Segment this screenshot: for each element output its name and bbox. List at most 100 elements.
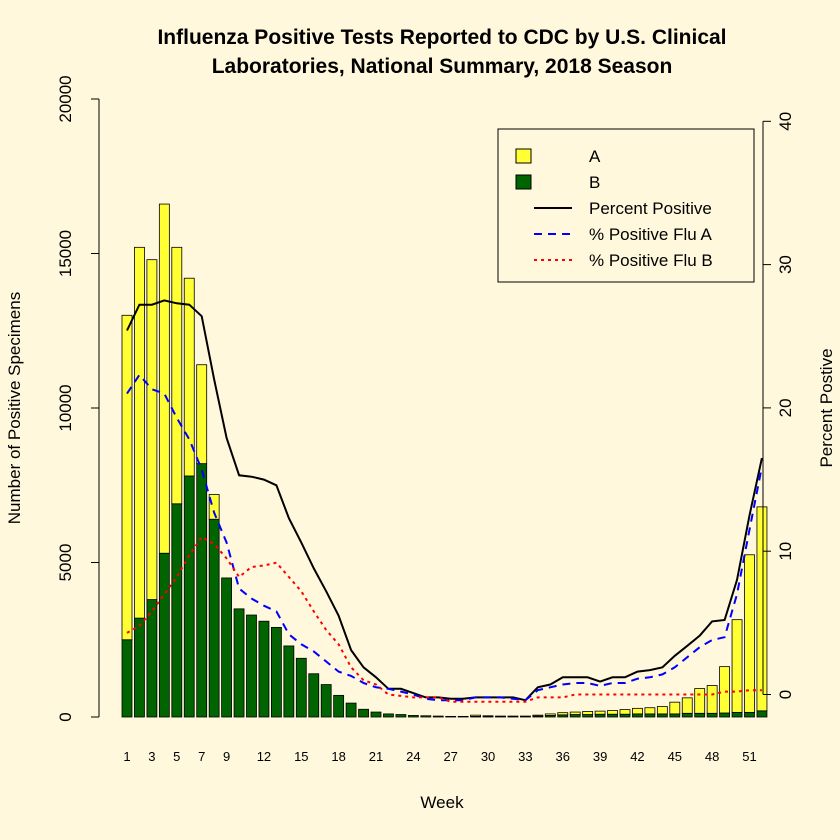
bar-b-week-23: [395, 714, 407, 718]
bar-b-week-49: [719, 712, 730, 718]
bar-b-week-50: [731, 711, 743, 718]
bar-a-week-7: [196, 364, 208, 465]
bar-a-week-42: [632, 707, 643, 715]
bar-b-week-39: [594, 713, 606, 718]
left-tick-label-3: 15000: [56, 230, 75, 277]
bar-b-week-19: [345, 702, 357, 718]
x-tick-label-1: 1: [123, 749, 130, 764]
bar-b-week-18: [333, 694, 345, 718]
bar-b-week-3: [146, 599, 158, 718]
x-axis-label: Week: [420, 793, 464, 812]
legend-label-2: Percent Positive: [589, 199, 712, 218]
bar-b-week-51: [744, 711, 755, 718]
bar-b-week-25: [420, 715, 432, 718]
left-axis: 0 5000 10000 15000 20000: [56, 75, 100, 722]
bar-b-week-16: [308, 673, 320, 718]
line-layer: [126, 299, 763, 703]
right-tick-label-1: 10: [776, 542, 795, 561]
bar-a-week-4: [158, 203, 170, 554]
bar-a-week-43: [644, 707, 656, 715]
legend-label-1: B: [589, 173, 600, 192]
bar-a-week-52: [756, 506, 768, 712]
bar-b-week-7: [196, 463, 208, 718]
legend: AB Percent Positive % Positive Flu A % Posi…: [497, 128, 755, 283]
bar-b-week-5: [171, 503, 183, 718]
bar-a-week-39: [594, 710, 606, 715]
bar-b-week-2: [134, 617, 145, 718]
right-tick-label-0: 0: [776, 690, 795, 699]
x-tick-label-15: 15: [294, 749, 308, 764]
bar-b-week-48: [706, 712, 718, 718]
bar-a-week-37: [569, 711, 581, 715]
legend-label-3: % Positive Flu A: [589, 225, 712, 244]
bar-b-week-13: [270, 626, 282, 718]
y-axis-label-left: Number of Positive Specimens: [5, 292, 24, 524]
legend-label-4: % Positive Flu B: [589, 251, 713, 270]
bar-b-week-24: [407, 715, 419, 718]
x-axis: 1 3 5 7 9 12 15 18 21 24 27 30 33 36 39 42 45 48 51: [123, 749, 756, 764]
bar-a-week-6: [183, 277, 195, 477]
bar-a-week-44: [656, 706, 668, 715]
x-tick-label-24: 24: [406, 749, 420, 764]
bar-b-week-6: [183, 475, 195, 718]
bar-a-week-30: [482, 715, 494, 717]
bar-b-week-43: [644, 713, 656, 718]
bar-b-week-41: [619, 713, 631, 718]
right-axis: 0 10 20 30 40: [762, 112, 795, 699]
bar-a-week-3: [146, 259, 158, 600]
line-series-3: [126, 535, 762, 703]
bar-a-week-36: [557, 712, 569, 716]
left-tick-label-2: 10000: [56, 384, 75, 431]
bar-a-week-46: [681, 697, 693, 714]
bar-b-week-42: [632, 713, 643, 718]
x-tick-label-9: 9: [223, 749, 230, 764]
bar-b-week-40: [607, 713, 618, 718]
left-tick-label-0: 0: [56, 712, 75, 721]
x-tick-label-45: 45: [668, 749, 682, 764]
bar-b-week-17: [320, 684, 332, 718]
bar-b-week-45: [669, 713, 681, 718]
x-tick-label-12: 12: [257, 749, 271, 764]
bar-b-week-52: [756, 710, 768, 718]
bar-b-week-22: [383, 713, 394, 718]
bar-b-week-28: [457, 715, 469, 718]
bar-a-week-45: [669, 701, 681, 715]
bar-layer: [121, 203, 768, 718]
bar-a-week-1: [121, 314, 133, 641]
x-tick-label-36: 36: [556, 749, 570, 764]
legend-swatch-b: [515, 174, 532, 190]
bar-a-week-2: [134, 246, 145, 619]
right-tick-label-3: 30: [776, 255, 795, 274]
bar-b-week-20: [358, 708, 369, 718]
left-tick-label-4: 20000: [56, 75, 75, 122]
x-tick-label-30: 30: [481, 749, 495, 764]
bar-a-week-48: [706, 685, 718, 714]
line-series-2: [126, 373, 763, 702]
x-tick-label-21: 21: [369, 749, 383, 764]
legend-swatch-a: [515, 148, 532, 164]
bar-b-week-11: [246, 614, 257, 718]
x-tick-label-33: 33: [518, 749, 532, 764]
bar-b-week-9: [221, 577, 233, 718]
x-tick-label-51: 51: [742, 749, 756, 764]
x-tick-label-39: 39: [593, 749, 607, 764]
x-tick-label-5: 5: [173, 749, 180, 764]
bar-b-week-21: [370, 711, 382, 718]
bar-b-week-4: [158, 552, 170, 718]
x-tick-label-42: 42: [630, 749, 644, 764]
bar-a-week-40: [607, 710, 618, 715]
bar-a-week-35: [544, 713, 556, 716]
bar-b-week-26: [432, 715, 444, 718]
bar-b-week-14: [283, 645, 295, 718]
bar-b-week-46: [681, 712, 693, 718]
bar-b-week-44: [656, 713, 668, 718]
bar-b-week-12: [258, 620, 270, 718]
left-tick-label-1: 5000: [56, 544, 75, 582]
right-tick-label-4: 40: [776, 112, 795, 131]
legend-label-0: A: [589, 147, 601, 166]
bar-a-week-29: [470, 714, 482, 717]
bar-b-week-15: [295, 657, 307, 718]
x-tick-label-3: 3: [148, 749, 155, 764]
x-tick-label-48: 48: [705, 749, 719, 764]
